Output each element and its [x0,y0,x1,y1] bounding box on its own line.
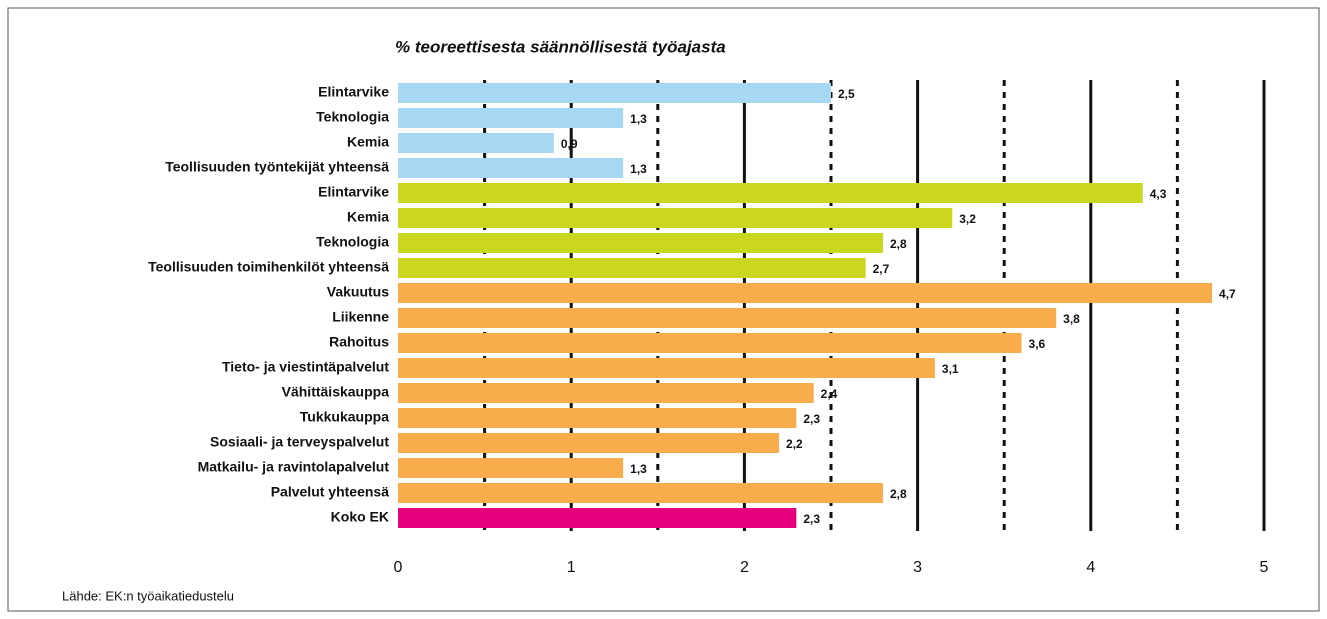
x-tick-label: 1 [567,559,576,576]
value-label: 1,3 [630,112,647,126]
value-label: 2,5 [838,87,855,101]
bar [398,208,953,228]
value-label: 2,8 [890,487,907,501]
bar [398,433,780,453]
bar [398,383,814,403]
frame [7,7,1320,612]
value-label: 3,1 [942,362,959,376]
category-label: Elintarvike [318,184,389,200]
x-tick-label: 4 [1086,559,1095,576]
category-label: Sosiaali- ja terveyspalvelut [210,434,389,450]
category-label: Tukkukauppa [300,409,389,425]
category-label: Palvelut yhteensä [271,484,389,500]
value-label: 4,7 [1219,287,1236,301]
value-label: 2,2 [786,437,803,451]
x-tick-label: 2 [740,559,749,576]
bar [398,83,831,103]
category-label: Tieto- ja viestintäpalvelut [222,359,389,375]
bar [398,408,797,428]
value-label: 2,3 [803,512,820,526]
bar [398,308,1057,328]
bar [398,283,1213,303]
bar [398,483,883,503]
category-label: Teollisuuden työntekijät yhteensä [165,159,389,175]
category-label: Liikenne [332,309,389,325]
value-label: 1,3 [630,162,647,176]
x-tick-label: 3 [913,559,922,576]
value-label: 0,9 [561,137,578,151]
bar [398,108,624,128]
value-label: 3,8 [1063,312,1080,326]
category-label: Rahoitus [329,334,389,350]
bar [398,333,1022,353]
chart-title: % teoreettisesta säännöllisestä työajast… [395,37,726,56]
value-label: 4,3 [1150,187,1167,201]
category-label: Kemia [347,209,389,225]
category-label: Vakuutus [327,284,389,300]
value-label: 2,8 [890,237,907,251]
bar [398,133,554,153]
bar [398,158,624,178]
bar [398,508,797,528]
bar [398,358,935,378]
value-label: 2,4 [821,387,838,401]
bar [398,183,1143,203]
value-label: 3,6 [1029,337,1046,351]
value-label: 2,7 [873,262,890,276]
value-label: 1,3 [630,462,647,476]
category-label: Teknologia [316,234,389,250]
x-tick-label: 5 [1260,559,1269,576]
value-label: 2,3 [803,412,820,426]
bar [398,233,883,253]
category-label: Elintarvike [318,84,389,100]
source: Lähde: EK:n työaikatiedustelu [62,588,234,603]
bar [398,258,866,278]
value-label: 3,2 [959,212,976,226]
bar [398,458,624,478]
category-label: Teknologia [316,109,389,125]
category-label: Matkailu- ja ravintolapalvelut [198,459,390,475]
category-label: Koko EK [331,509,389,525]
category-label: Kemia [347,134,389,150]
category-label: Vähittäiskauppa [282,384,390,400]
category-label: Teollisuuden toimihenkilöt yhteensä [148,259,389,275]
x-tick-label: 0 [394,559,403,576]
